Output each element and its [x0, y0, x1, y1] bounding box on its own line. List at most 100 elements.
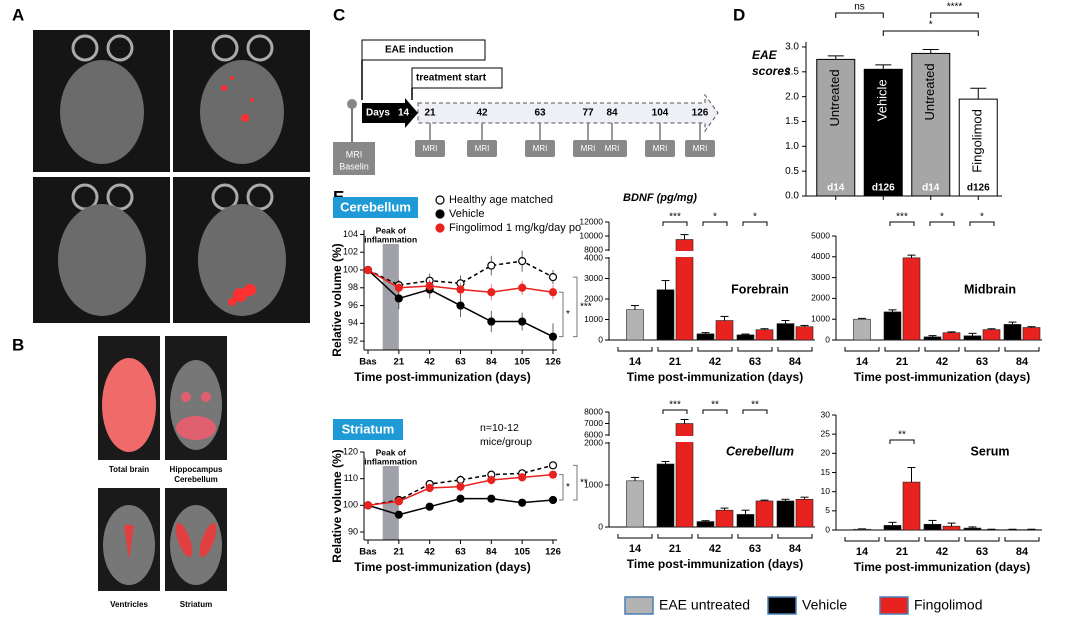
x-tick-label: 63	[976, 546, 988, 558]
significance-label: **	[711, 400, 719, 411]
legend-label: Fingolimod	[914, 597, 982, 613]
bar	[923, 523, 942, 531]
y-tick-label: 90	[348, 526, 358, 536]
y-tick-label: 110	[344, 473, 358, 483]
point	[518, 317, 527, 326]
region-overlay	[201, 392, 211, 402]
significance-label: ***	[669, 400, 681, 411]
significance-bracket	[662, 221, 688, 226]
x-tick-label: 84	[1016, 356, 1029, 368]
timeline-day: 21	[424, 108, 436, 119]
panel-label: D	[733, 5, 745, 24]
annotation: Peak of	[376, 225, 406, 235]
bar	[883, 311, 902, 341]
legend-label: Vehicle	[802, 597, 847, 613]
legend-label: Healthy age matched	[449, 194, 553, 206]
timeline-text: treatment start	[416, 73, 487, 84]
timeline-day: 126	[692, 108, 709, 119]
x-tick-label: 126	[545, 547, 561, 558]
significance-label: *	[929, 20, 933, 31]
legend-label: Vehicle	[449, 208, 484, 220]
mri-label: MRI	[475, 144, 490, 153]
significance-label: ns	[854, 2, 865, 13]
bar	[736, 334, 755, 341]
y-tick-label: 12000	[579, 216, 603, 226]
x-bracket	[617, 347, 653, 352]
bar	[911, 52, 951, 197]
significance-label: *	[566, 309, 570, 320]
point	[394, 283, 403, 292]
bar-sublabel: d126	[967, 183, 990, 194]
x-bracket	[964, 347, 1000, 352]
point	[394, 294, 403, 303]
significance-label: *	[940, 212, 944, 223]
chart-title: Forebrain	[731, 282, 789, 296]
point	[425, 502, 434, 511]
point	[425, 483, 434, 493]
x-tick-label: 21	[669, 356, 681, 368]
point	[518, 498, 527, 507]
x-bracket	[844, 537, 880, 542]
x-tick-label: 63	[455, 357, 466, 368]
y-tick-label: 0	[598, 521, 603, 531]
legend-marker	[435, 195, 445, 205]
region-overlay	[175, 522, 193, 558]
y-axis-label: BDNF (pg/mg)	[623, 192, 697, 204]
point	[456, 285, 465, 294]
x-tick-label: 21	[669, 543, 681, 555]
point	[548, 495, 558, 505]
bar	[696, 333, 715, 341]
point	[487, 494, 496, 503]
mri-label: MRI	[693, 144, 708, 153]
treatment-box	[411, 67, 503, 89]
y-tick-label: 10000	[579, 230, 603, 240]
y-tick-label: 0.5	[785, 166, 799, 177]
timeline-text: Days	[366, 108, 390, 119]
x-tick-label: 42	[709, 543, 721, 555]
title-badge	[333, 197, 418, 218]
region-overlay	[124, 525, 134, 560]
point	[548, 288, 558, 297]
bar	[883, 525, 902, 531]
bar	[942, 525, 961, 531]
legend-marker	[435, 223, 445, 233]
y-tick-label: 1000	[811, 313, 830, 323]
x-tick-label: 14	[856, 546, 869, 558]
y-tick-label: 7000	[584, 418, 603, 428]
timeline: EAE induction treatment start Days 14 MR…	[333, 39, 719, 175]
x-bracket	[1004, 537, 1040, 542]
y-tick-label: 0	[598, 334, 603, 344]
y-tick-label: 98	[348, 282, 358, 292]
significance-label: ***	[896, 212, 908, 223]
x-bracket	[924, 537, 960, 542]
significance-label: **	[580, 477, 588, 488]
significance-label: ***	[580, 302, 592, 313]
y-tick-label: 25	[821, 428, 831, 438]
bar	[626, 309, 644, 341]
point	[456, 494, 465, 503]
legend-swatch	[879, 596, 909, 615]
x-axis-label: Time post-immunization (days)	[354, 560, 530, 574]
bar	[776, 500, 795, 528]
y-tick-label: 2000	[811, 293, 830, 303]
induction-arrow	[362, 98, 418, 128]
significance-bracket	[702, 221, 728, 226]
x-tick-label: 21	[896, 356, 908, 368]
significance-bracket	[929, 221, 955, 226]
x-bracket	[884, 537, 920, 542]
significance-bracket	[889, 221, 915, 226]
x-axis-label: Time post-immunization (days)	[854, 370, 1030, 384]
region-overlay	[181, 392, 191, 402]
chart-title: Cerebellum	[726, 444, 794, 458]
panel-label: B	[12, 335, 24, 354]
x-tick-label: Bas	[359, 547, 376, 558]
bar	[902, 257, 921, 341]
timeline-text: EAE induction	[385, 45, 453, 56]
y-tick-label: 104	[343, 229, 358, 239]
timeline-text: 14	[398, 108, 410, 119]
y-tick-label: 94	[348, 318, 358, 328]
x-tick-label: 63	[976, 356, 988, 368]
significance-bracket	[882, 30, 979, 36]
timeline-day: 63	[534, 108, 546, 119]
image-label: Hippocampus	[170, 465, 223, 474]
